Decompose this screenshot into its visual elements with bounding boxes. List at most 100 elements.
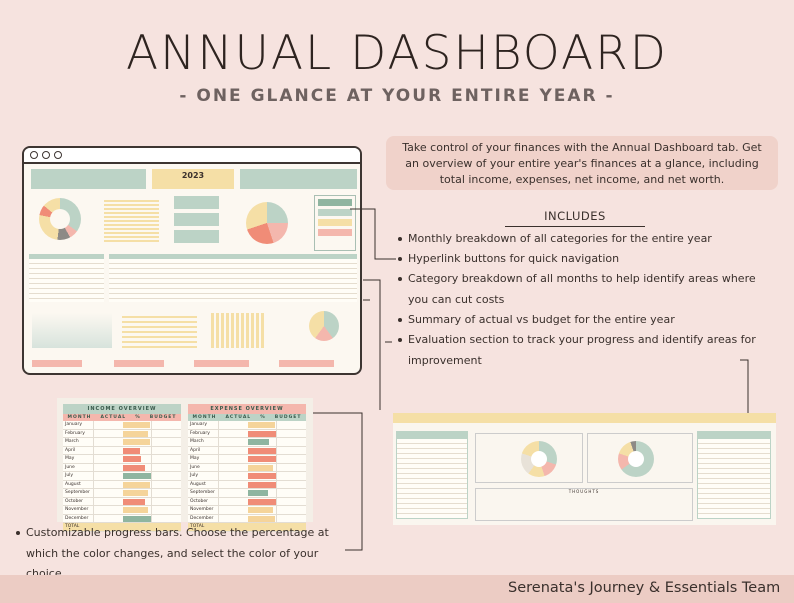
table-row: October [63, 497, 181, 506]
month-cell: December [190, 515, 214, 521]
actual-cell [218, 489, 248, 497]
nav-button[interactable] [318, 199, 352, 206]
nav-button[interactable] [279, 360, 334, 367]
most-profitable-table [697, 431, 771, 519]
table-row: February [63, 429, 181, 438]
budget-cell [276, 506, 306, 514]
dashboard-preview-window: 2023 [22, 146, 362, 375]
progress-cell [248, 472, 276, 480]
progress-cell [248, 421, 276, 429]
column-header: MONTH [67, 415, 92, 420]
progress-bar [248, 439, 269, 445]
table-row: May [63, 455, 181, 464]
budget-cell [276, 455, 306, 463]
progress-cell [123, 464, 151, 472]
table-row: June [188, 463, 306, 472]
budget-cell [151, 446, 181, 454]
progress-bar [248, 515, 275, 522]
networth-summary-card [240, 169, 357, 189]
table-row: December [63, 514, 181, 523]
column-header: BUDGET [274, 415, 302, 420]
table-row: May [188, 455, 306, 464]
column-header: % [260, 415, 266, 420]
actual-cell [218, 480, 248, 488]
nav-button[interactable] [194, 360, 249, 367]
progress-cell [123, 472, 151, 480]
total-label: TOTAL [65, 524, 80, 530]
thoughts-box[interactable]: THOUGHTS [475, 488, 693, 521]
footer-brand: Serenata's Journey & Essentials Team [508, 580, 781, 596]
table-row: February [188, 429, 306, 438]
budget-cell [276, 489, 306, 497]
progress-bar [123, 498, 146, 505]
table-row: September [63, 489, 181, 498]
feature-item: Evaluation section to track your progres… [398, 330, 778, 371]
month-cell: February [190, 430, 210, 436]
progress-cell [123, 515, 151, 523]
window-dot-icon [30, 151, 38, 159]
table-row: April [188, 446, 306, 455]
budget-cell [276, 446, 306, 454]
month-cell: July [190, 473, 199, 479]
progress-bar [248, 456, 276, 462]
feature-item: Hyperlink buttons for quick navigation [398, 249, 778, 270]
stat-card [174, 213, 219, 226]
expense-pie-chart [246, 202, 288, 244]
nav-button[interactable] [114, 360, 164, 367]
progress-bar [248, 507, 274, 513]
progress-bar [123, 507, 149, 513]
progress-bar [123, 473, 151, 479]
month-cell: June [65, 464, 75, 470]
budget-cell [151, 497, 181, 505]
month-cell: November [190, 507, 214, 513]
nav-button[interactable] [318, 229, 352, 236]
monthly-breakdown-table [109, 254, 357, 302]
table-row: July [188, 472, 306, 481]
budget-cell [151, 429, 181, 437]
page-title: ANNUAL DASHBOARD [126, 26, 668, 81]
income-overview-title: INCOME OVERVIEW [63, 404, 181, 414]
actual-cell [93, 446, 123, 454]
progress-cell [123, 438, 151, 446]
table-row: July [63, 472, 181, 481]
area-chart [32, 313, 112, 348]
month-cell: December [65, 515, 89, 521]
actual-cell [218, 429, 248, 437]
actual-cell [93, 429, 123, 437]
progress-cell [248, 489, 276, 497]
progress-bar [123, 464, 146, 471]
bar-chart [104, 198, 159, 243]
progress-bar [123, 430, 149, 437]
actual-cell [93, 455, 123, 463]
actual-cell [93, 506, 123, 514]
budget-bar-chart [122, 313, 197, 348]
progress-bar [123, 515, 151, 522]
nav-button[interactable] [32, 360, 82, 367]
progress-bar [248, 498, 276, 505]
column-header: ACTUAL [225, 415, 252, 420]
nav-button[interactable] [318, 219, 352, 226]
expense-chart [475, 433, 583, 483]
progress-bar [248, 422, 275, 428]
progress-cell [123, 481, 151, 489]
budget-cell [151, 455, 181, 463]
budget-cell [151, 421, 181, 429]
evaluation-preview: THOUGHTS [393, 413, 776, 525]
progress-cell [123, 455, 151, 463]
includes-heading: INCLUDES [505, 209, 645, 227]
expense-overview-table: EXPENSE OVERVIEW MONTH ACTUAL % BUDGET J… [188, 404, 306, 532]
actual-cell [93, 514, 123, 522]
hyperlink-buttons-panel [314, 195, 356, 251]
budget-cell [276, 421, 306, 429]
budget-cell [276, 429, 306, 437]
month-cell: November [65, 507, 89, 513]
actual-cell [218, 506, 248, 514]
window-titlebar [24, 148, 360, 164]
table-row: January [63, 421, 181, 430]
table-row: December [188, 514, 306, 523]
budget-cell [276, 463, 306, 471]
progress-cell [248, 455, 276, 463]
progress-bar [123, 447, 140, 454]
nav-button[interactable] [318, 209, 352, 216]
progress-cell [248, 447, 276, 455]
